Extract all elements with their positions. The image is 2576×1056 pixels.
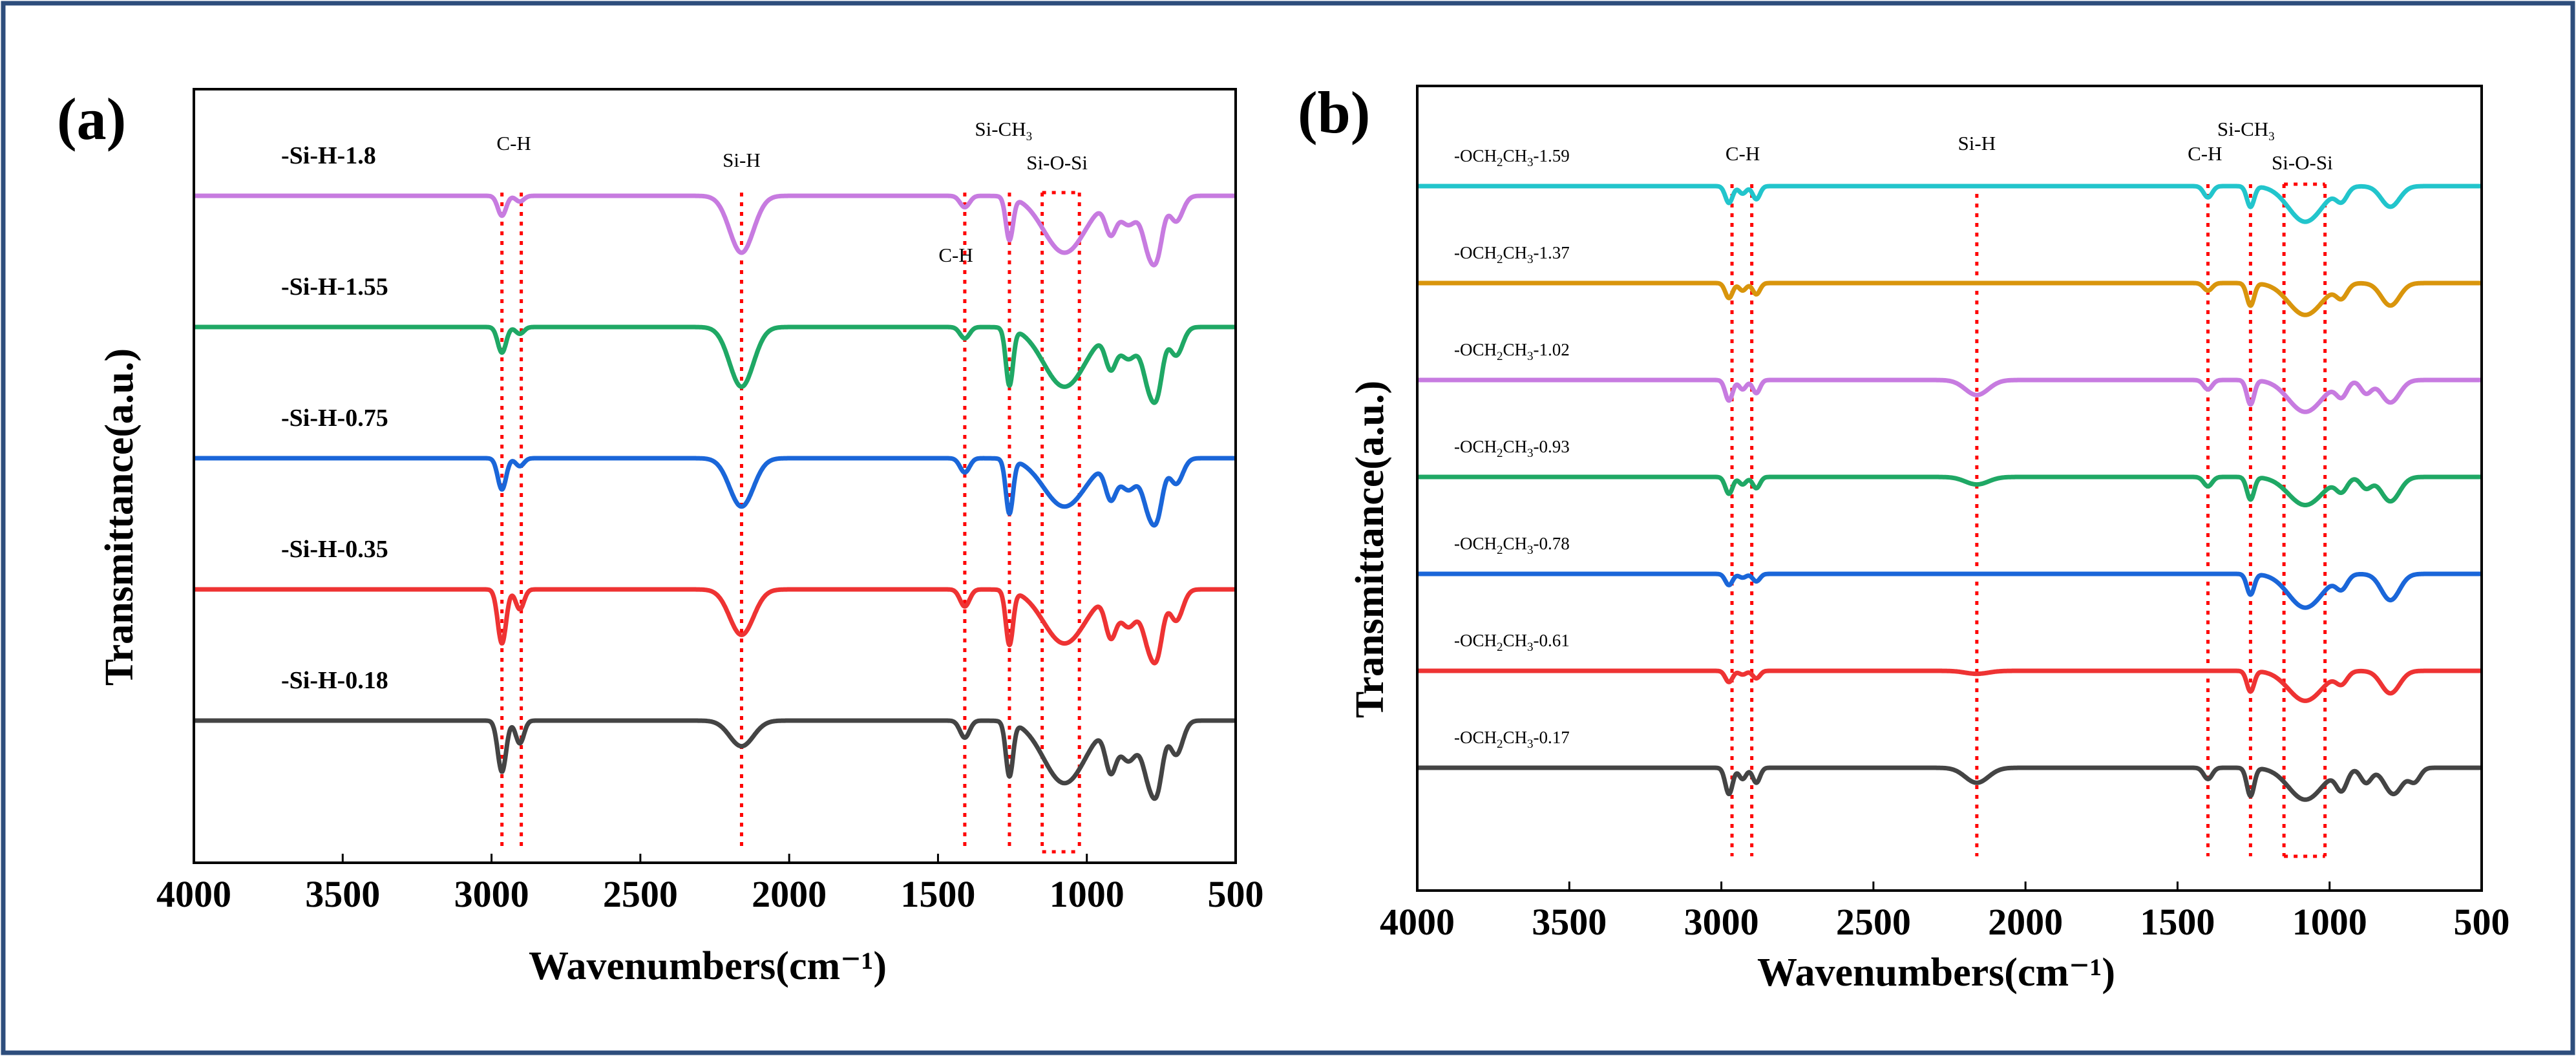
panel-b-letter: (b) — [1298, 79, 1370, 145]
panel-b-series-label: -OCH2CH3-1.02 — [1454, 340, 1570, 363]
panel-b-x-tick-label: 500 — [2454, 901, 2510, 943]
panel-b-x-tick-label: 3500 — [1532, 901, 1607, 943]
panel-a-x-tick-label: 2000 — [752, 873, 827, 915]
panel-b-series-line — [1415, 765, 2484, 802]
panel-a-y-axis-title: Transmittance(a.u.) — [98, 348, 142, 686]
panel-a-x-axis-title: Wavenumbers(cm⁻¹) — [529, 944, 887, 988]
panel-b-x-tick-label: 2000 — [1988, 901, 2063, 943]
panel-a-reference-lines — [500, 191, 1081, 854]
panel-b-reference-lines — [1730, 182, 2327, 858]
panel-a-x-tick-label: 1000 — [1050, 873, 1124, 915]
panel-a-x-tick-label: 3000 — [454, 873, 529, 915]
panel-a-series-line — [192, 456, 1238, 528]
panel-a-series-line — [192, 193, 1238, 268]
panel-a-series-label: -Si-H-0.75 — [281, 405, 388, 432]
panel-a-band-label: C-H — [496, 132, 531, 154]
panel-b-x-tick-label: 1500 — [2140, 901, 2215, 943]
panel-b-band-label: Si-H — [1958, 132, 1996, 154]
panel-b-x-axis-title: Wavenumbers(cm⁻¹) — [1757, 951, 2115, 995]
panel-a-band-label: Si-CH3 — [975, 118, 1032, 143]
panel-a-x-tick-label: 2500 — [603, 873, 678, 915]
panel-b-series-line — [1415, 280, 2484, 317]
panel-a-band-labels: C-H Si-H C-H Si-CH3 Si-O-Si — [496, 118, 1088, 266]
panel-b-series-line — [1415, 474, 2484, 507]
panel-a-series-line — [192, 718, 1238, 801]
panel-b-series-label: -OCH2CH3-1.37 — [1454, 243, 1570, 266]
panel-a-x-tick-label: 500 — [1208, 873, 1264, 915]
panel-a-series-label: -Si-H-1.55 — [281, 273, 388, 301]
panel-a-x-tick-label: 1500 — [900, 873, 975, 915]
panel-b-series-label: -OCH2CH3-1.59 — [1454, 146, 1570, 169]
panel-a-axes: 4000 3500 3000 2500 2000 1500 1000 500 — [156, 88, 1264, 915]
panel-b-axes: 4000 3500 3000 2500 2000 1500 1000 500 — [1380, 85, 2510, 943]
panel-b-series-line — [1415, 668, 2484, 703]
panel-a-x-tick-label: 4000 — [156, 873, 231, 915]
panel-a-band-label: Si-O-Si — [1026, 151, 1088, 174]
panel-b-series-line — [1415, 377, 2484, 414]
panel-b-y-axis-title: Transmittance(a.u.) — [1348, 381, 1392, 718]
panel-b-band-label: C-H — [1726, 142, 1760, 165]
panel-a-series-label: -Si-H-0.35 — [281, 536, 388, 563]
panel-b-series-line — [1415, 184, 2484, 224]
panel-b-band-label: C-H — [2188, 142, 2222, 165]
panel-b-x-tick-label: 3000 — [1684, 901, 1759, 943]
panel-a-series-label: -Si-H-1.8 — [281, 142, 376, 169]
panel-b-series-label: -OCH2CH3-0.61 — [1454, 631, 1570, 654]
panel-b-band-label: Si-CH3 — [2217, 118, 2275, 143]
panel-b-series-label: -OCH2CH3-0.17 — [1454, 728, 1570, 751]
panel-a-letter: (a) — [57, 86, 126, 152]
panel-a-series-line — [192, 587, 1238, 666]
panel-a-series-group: -Si-H-1.8 -Si-H-1.55 -Si-H-0.75 -Si-H-0.35 -… — [192, 142, 1238, 801]
panel-b-series-line — [1415, 571, 2484, 610]
panel-a-band-label: Si-H — [723, 149, 761, 171]
panel-a-series-label: -Si-H-0.18 — [281, 667, 388, 694]
panel-b-x-tick-label: 1000 — [2292, 901, 2367, 943]
panel-b-series-group: -OCH2CH3-1.59 -OCH2CH3-1.37 -OCH2CH3-1.02 -… — [1415, 146, 2484, 802]
panel-b-band-label: Si-O-Si — [2272, 151, 2333, 174]
panel-b-plot-frame — [1416, 85, 2483, 892]
panel-a-plot-frame — [193, 88, 1237, 864]
panel-a-x-tick-label: 3500 — [305, 873, 380, 915]
panel-b-x-tick-label: 4000 — [1380, 901, 1455, 943]
panel-b-x-tick-label: 2500 — [1836, 901, 1911, 943]
panel-b-series-label: -OCH2CH3-0.93 — [1454, 437, 1570, 460]
panel-a-band-label: C-H — [938, 244, 973, 266]
panel-b-series-label: -OCH2CH3-0.78 — [1454, 534, 1570, 557]
panel-a-series-line — [192, 324, 1238, 405]
